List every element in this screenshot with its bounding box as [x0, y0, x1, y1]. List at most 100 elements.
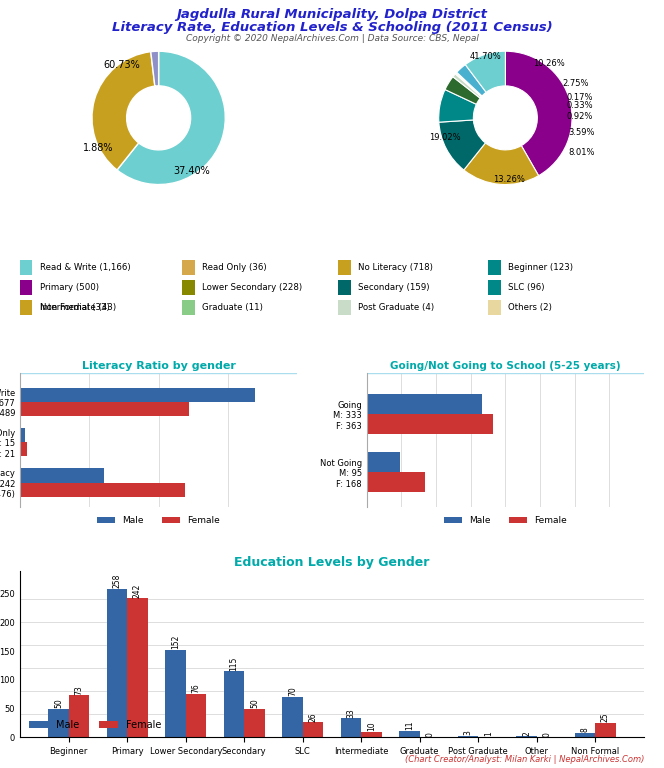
Text: 10: 10	[367, 721, 376, 731]
Wedge shape	[456, 73, 482, 97]
Bar	[69, 695, 89, 737]
Text: 1: 1	[484, 731, 493, 737]
Bar	[457, 736, 478, 737]
Text: 0.92%: 0.92%	[567, 112, 593, 121]
Wedge shape	[445, 77, 480, 104]
Text: No Literacy (718): No Literacy (718)	[358, 263, 433, 272]
Bar	[361, 732, 382, 737]
Bar	[341, 718, 361, 737]
Title: Education Levels by Gender: Education Levels by Gender	[234, 557, 430, 569]
Text: 37.40%: 37.40%	[173, 166, 210, 176]
Bar	[282, 697, 303, 737]
Text: Non Formal (33): Non Formal (33)	[40, 303, 110, 312]
Text: 0.17%: 0.17%	[567, 94, 594, 102]
Wedge shape	[464, 143, 539, 184]
Text: 0.33%: 0.33%	[567, 101, 594, 111]
Text: Secondary (159): Secondary (159)	[358, 283, 430, 292]
Text: Others (2): Others (2)	[508, 303, 552, 312]
Legend: Male, Female: Male, Female	[25, 717, 165, 734]
Wedge shape	[151, 51, 159, 86]
Bar	[182, 300, 195, 315]
Text: Copyright © 2020 NepalArchives.Com | Data Source: CBS, Nepal: Copyright © 2020 NepalArchives.Com | Dat…	[185, 34, 479, 43]
Bar	[399, 731, 420, 737]
Bar	[488, 300, 501, 315]
Bar	[20, 442, 27, 456]
Text: Read Only (36): Read Only (36)	[202, 263, 267, 272]
Text: Beginner (123): Beginner (123)	[508, 263, 573, 272]
Bar	[338, 280, 351, 295]
Text: Literacy Rate, Education Levels & Schooling (2011 Census): Literacy Rate, Education Levels & School…	[112, 21, 552, 34]
Text: 0: 0	[542, 732, 552, 737]
Wedge shape	[117, 51, 225, 184]
Legend: Male, Female: Male, Female	[94, 513, 224, 529]
Wedge shape	[456, 72, 482, 96]
Bar	[20, 280, 33, 295]
Wedge shape	[465, 51, 505, 92]
Text: 152: 152	[171, 635, 180, 650]
Text: 26: 26	[309, 712, 317, 722]
Text: 3.59%: 3.59%	[569, 128, 596, 137]
Bar	[182, 260, 195, 275]
Text: 73: 73	[74, 685, 84, 695]
Bar	[367, 452, 400, 472]
Bar	[20, 482, 185, 497]
Text: 8: 8	[580, 727, 590, 732]
Bar	[224, 671, 244, 737]
Bar	[20, 388, 255, 402]
Bar	[182, 280, 195, 295]
Wedge shape	[439, 90, 476, 122]
Text: 242: 242	[133, 583, 142, 598]
Title: Literacy Ratio by gender: Literacy Ratio by gender	[82, 361, 236, 371]
Bar	[488, 260, 501, 275]
Bar	[20, 260, 33, 275]
Bar	[186, 694, 207, 737]
Text: 115: 115	[230, 656, 238, 670]
Text: Lower Secondary (228): Lower Secondary (228)	[202, 283, 302, 292]
Bar	[338, 300, 351, 315]
Text: 50: 50	[250, 698, 259, 708]
Bar	[338, 260, 351, 275]
Text: Read & Write (1,166): Read & Write (1,166)	[40, 263, 131, 272]
Text: (Chart Creator/Analyst: Milan Karki | NepalArchives.Com): (Chart Creator/Analyst: Milan Karki | Ne…	[404, 755, 644, 764]
Text: 0: 0	[426, 732, 434, 737]
Text: 8.01%: 8.01%	[569, 148, 596, 157]
Title: Going/Not Going to School (5-25 years): Going/Not Going to School (5-25 years)	[390, 361, 621, 371]
Bar	[595, 723, 616, 737]
Text: 76: 76	[191, 684, 201, 693]
Bar	[165, 650, 186, 737]
Bar	[127, 598, 147, 737]
Text: Graduate (11): Graduate (11)	[202, 303, 263, 312]
Bar	[367, 414, 493, 434]
Bar	[20, 402, 189, 415]
Bar	[367, 472, 425, 492]
Text: 50: 50	[54, 698, 63, 708]
Text: 1.88%: 1.88%	[84, 143, 114, 153]
Text: 70: 70	[288, 687, 297, 697]
Text: 11: 11	[405, 721, 414, 730]
Bar	[575, 733, 595, 737]
Text: 10.26%: 10.26%	[533, 58, 564, 68]
Text: SLC (96): SLC (96)	[508, 283, 544, 292]
Legend: Male, Female: Male, Female	[440, 513, 570, 529]
Text: 2.75%: 2.75%	[562, 79, 588, 88]
Text: Jagdulla Rural Municipality, Dolpa District: Jagdulla Rural Municipality, Dolpa Distr…	[177, 8, 487, 21]
Text: Education
Levels: Education Levels	[476, 107, 535, 129]
Wedge shape	[457, 65, 486, 96]
Bar	[488, 280, 501, 295]
Text: 41.70%: 41.70%	[469, 52, 501, 61]
Bar	[303, 723, 323, 737]
Wedge shape	[92, 51, 155, 170]
Text: 3: 3	[463, 730, 473, 735]
Text: 2: 2	[522, 731, 531, 736]
Wedge shape	[439, 120, 485, 170]
Text: Primary (500): Primary (500)	[40, 283, 99, 292]
Bar	[367, 394, 482, 414]
Bar	[48, 709, 69, 737]
Text: 19.02%: 19.02%	[430, 134, 461, 142]
Bar	[244, 709, 265, 737]
Text: Intermediate (43): Intermediate (43)	[40, 303, 116, 312]
Wedge shape	[453, 74, 481, 98]
Text: Literacy
Ratios: Literacy Ratios	[135, 107, 183, 129]
Wedge shape	[505, 51, 572, 176]
Bar	[107, 589, 127, 737]
